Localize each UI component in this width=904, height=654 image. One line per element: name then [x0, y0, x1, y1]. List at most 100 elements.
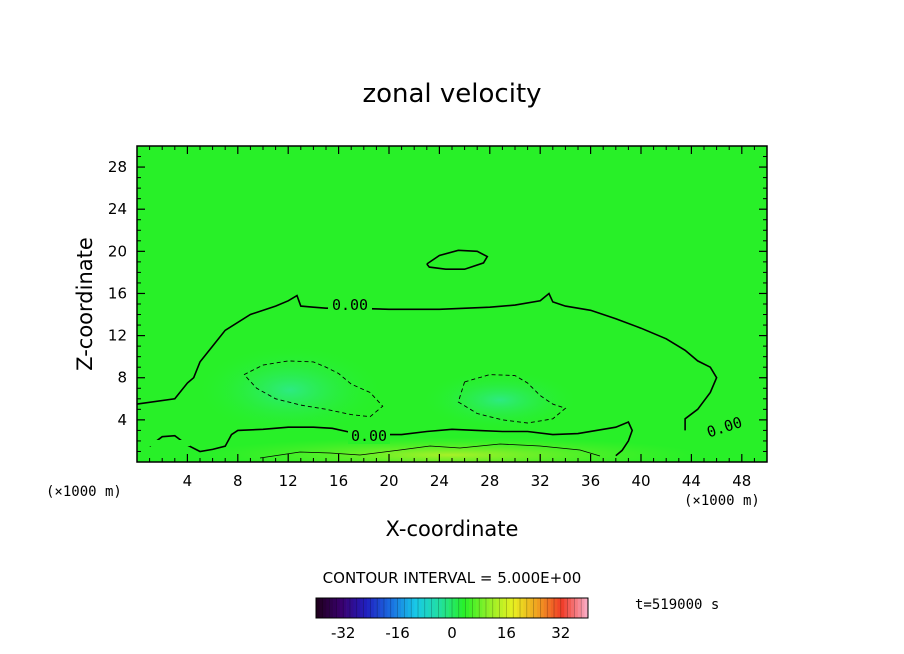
near-surface-positive-region [200, 437, 700, 462]
colorbar-swatch [431, 598, 436, 618]
y-tick-label-12: 12 [108, 327, 127, 345]
colorbar-swatch [401, 598, 405, 618]
colorbar-swatch [448, 598, 453, 618]
colorbar-swatch [319, 598, 324, 618]
x-tick-label-36: 36 [581, 472, 600, 490]
colorbar-swatch [414, 598, 419, 618]
x-axis-label: X-coordinate [386, 517, 519, 541]
y-axis-unit: (×1000 m) [46, 484, 122, 500]
colorbar-swatch [353, 598, 358, 618]
colorbar-swatch [557, 598, 562, 618]
x-tick-label-24: 24 [430, 472, 449, 490]
colorbar-swatch [520, 598, 524, 618]
x-tick-label-44: 44 [682, 472, 701, 490]
upper-closed-contour [426, 249, 489, 270]
colorbar-swatch [350, 598, 354, 618]
weak-negative-region-2 [420, 370, 580, 430]
colorbar-swatch [346, 598, 351, 618]
colorbar-tick-label--16: -16 [385, 624, 410, 642]
colorbar-swatch [441, 598, 446, 618]
colorbar-swatch [343, 598, 347, 618]
plot-area [137, 146, 767, 462]
colorbar-frame [315, 597, 589, 619]
colorbar-swatch [363, 598, 368, 618]
colorbar-swatch [550, 598, 555, 618]
colorbar-swatch [377, 598, 381, 618]
colorbar-swatch [356, 598, 361, 618]
colorbar-swatch [438, 598, 443, 618]
colorbar-swatch [384, 598, 388, 618]
colorbar-swatch [499, 598, 504, 618]
zero-contour [137, 292, 718, 431]
colorbar-swatch [455, 598, 460, 618]
colorbar-swatch [540, 598, 545, 618]
colorbar-swatch [530, 598, 534, 618]
colorbar-swatch [445, 598, 449, 618]
colorbar-swatch [421, 598, 426, 618]
colorbar-swatch [523, 598, 528, 618]
time-label: t=519000 s [635, 597, 719, 613]
colorbar-swatch [333, 598, 337, 618]
colorbar-tick-label-0: 0 [447, 624, 457, 642]
colorbar-swatch [533, 598, 538, 618]
y-tick-label-24: 24 [108, 200, 127, 218]
colorbar-swatch [472, 598, 477, 618]
positive-contour-surface [259, 443, 601, 459]
weak-negative-region [195, 345, 385, 435]
colorbar-swatch [547, 598, 551, 618]
colorbar-swatch [326, 598, 330, 618]
colorbar-swatch [387, 598, 392, 618]
x-axis: 4 8 12 16 20 24 28 32 36 40 44 48 [149, 146, 755, 490]
y-axis-label: Z-coordinate [73, 237, 97, 371]
negative-contour-1 [243, 360, 384, 418]
contour-interval: CONTOUR INTERVAL = 5.000E+00 [323, 569, 582, 587]
colorbar-swatch [560, 598, 565, 618]
colorbar-swatch [513, 598, 517, 618]
colorbar-swatch [435, 598, 439, 618]
colorbar-swatch [428, 598, 432, 618]
colorbar-swatch [506, 598, 511, 618]
x-tick-label-32: 32 [531, 472, 550, 490]
x-axis-unit: (×1000 m) [684, 493, 760, 509]
x-tick-label-12: 12 [279, 472, 298, 490]
x-tick-label-8: 8 [233, 472, 243, 490]
colorbar-swatch [458, 598, 463, 618]
colorbar-swatch [492, 598, 497, 618]
colorbar-swatch [404, 598, 409, 618]
x-tick-label-28: 28 [480, 472, 499, 490]
colorbar-swatch [380, 598, 385, 618]
colorbar-swatch [571, 598, 575, 618]
colorbar-swatch [360, 598, 364, 618]
colorbar-tick-label-32: 32 [551, 624, 570, 642]
colorbar-swatch [543, 598, 548, 618]
colorbar-swatch [489, 598, 494, 618]
negative-contour-2 [457, 374, 567, 424]
colorbar-swatch [479, 598, 483, 618]
y-tick-label-4: 4 [117, 411, 127, 429]
colorbar-swatch [373, 598, 378, 618]
colorbar-swatch [564, 598, 568, 618]
colorbar-tick-label-16: 16 [497, 624, 516, 642]
y-tick-label-20: 20 [108, 242, 127, 260]
colorbar-swatch [407, 598, 412, 618]
x-tick-label-40: 40 [631, 472, 650, 490]
y-axis: 4 8 12 16 20 24 28 [108, 156, 767, 452]
colorbar-swatch [462, 598, 466, 618]
colorbar-ticks: -32 -16 0 16 32 [331, 624, 570, 642]
contour-label-zero-1: 0.00 [332, 296, 368, 314]
colorbar-swatch [584, 598, 589, 618]
colorbar [315, 598, 589, 618]
colorbar-swatch [336, 598, 341, 618]
colorbar-swatch [394, 598, 398, 618]
colorbar-swatch [516, 598, 521, 618]
y-tick-label-28: 28 [108, 158, 127, 176]
colorbar-swatch [567, 598, 572, 618]
colorbar-swatch [390, 598, 395, 618]
colorbar-swatch [316, 598, 320, 618]
x-tick-label-20: 20 [379, 472, 398, 490]
colorbar-swatch [554, 598, 558, 618]
colorbar-swatch [486, 598, 490, 618]
colorbar-swatch [322, 598, 327, 618]
contour-label-zero-2: 0.00 [351, 427, 387, 445]
